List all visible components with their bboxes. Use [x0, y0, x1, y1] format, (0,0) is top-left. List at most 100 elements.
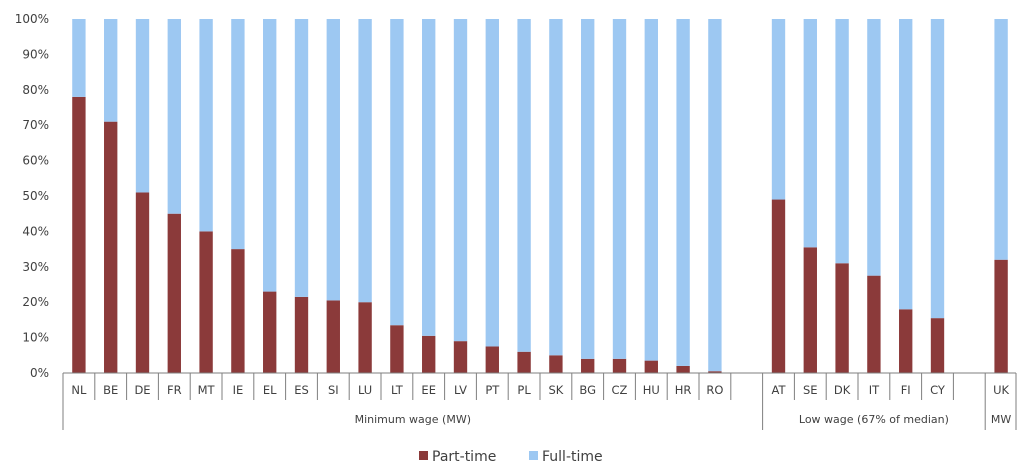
x-tick-label: AT — [772, 383, 787, 397]
x-tick-label: NL — [71, 383, 87, 397]
x-tick-label: SE — [803, 383, 818, 397]
bar-full-time-pl — [517, 19, 531, 352]
legend-label-part-time: Part-time — [432, 449, 496, 465]
bar-full-time-sk — [549, 19, 563, 356]
x-tick-label: HU — [643, 383, 660, 397]
x-tick-label: LU — [358, 383, 372, 397]
bar-part-time-pt — [485, 346, 499, 373]
bar-part-time-cy — [930, 318, 945, 373]
bar-full-time-cy — [930, 19, 945, 319]
group-label: Minimum wage (MW) — [355, 413, 471, 426]
bar-part-time-si — [326, 300, 340, 373]
bar-full-time-de — [135, 19, 150, 193]
bar-part-time-nl — [72, 96, 86, 373]
y-axis: 0% 10% 20% 30% 40% 50% 60% 70% 80% 90% 100% — [15, 12, 49, 380]
bar-part-time-dk — [835, 263, 849, 373]
legend-swatch-part-time — [419, 451, 428, 460]
x-tick-label: EE — [421, 383, 436, 397]
bar-part-time-hr — [676, 365, 690, 373]
x-tick-label: LT — [391, 383, 404, 397]
bar-part-time-mt — [199, 231, 213, 373]
bar-part-time-fr — [167, 213, 181, 373]
y-tick-label: 30% — [22, 260, 49, 274]
group-label: MW — [991, 413, 1011, 426]
bar-full-time-ro — [708, 19, 722, 372]
x-tick-label: HR — [675, 383, 692, 397]
y-tick-label: 50% — [22, 189, 49, 203]
bar-full-time-mt — [199, 19, 213, 232]
y-tick-label: 0% — [30, 366, 49, 380]
bar-full-time-hr — [676, 19, 690, 366]
bar-full-time-lv — [453, 19, 468, 342]
bar-full-time-fr — [167, 19, 181, 214]
x-tick-label: FI — [901, 383, 911, 397]
bar-full-time-be — [104, 19, 118, 122]
x-tick-label: CZ — [612, 383, 628, 397]
bar-part-time-cz — [612, 358, 627, 373]
bar-part-time-bg — [581, 358, 595, 373]
x-tick-label: IE — [233, 383, 244, 397]
x-tick-label: PT — [485, 383, 500, 397]
group-label: Low wage (67% of median) — [799, 413, 949, 426]
bar-part-time-el — [263, 291, 277, 373]
bar-full-time-bg — [581, 19, 595, 359]
y-tick-label: 80% — [22, 83, 49, 97]
x-tick-label: DE — [134, 383, 150, 397]
x-tick-label: BG — [579, 383, 596, 397]
legend-label-full-time: Full-time — [542, 449, 603, 465]
bar-part-time-lt — [390, 325, 404, 373]
bar-part-time-de — [135, 192, 150, 373]
bar-part-time-fi — [899, 309, 913, 373]
bar-full-time-ee — [422, 19, 436, 336]
x-tick-label: ES — [294, 383, 309, 397]
x-tick-label: FR — [167, 383, 182, 397]
bar-full-time-lt — [390, 19, 404, 326]
bar-full-time-dk — [835, 19, 849, 264]
x-tick-label: LV — [454, 383, 467, 397]
bar-full-time-at — [771, 19, 786, 200]
x-tick-label: RO — [706, 383, 723, 397]
bar-full-time-hu — [644, 19, 658, 361]
bar-full-time-se — [803, 19, 817, 248]
x-tick-label: BE — [103, 383, 118, 397]
x-tick-label: SK — [548, 383, 563, 397]
bar-part-time-lu — [358, 302, 372, 373]
bar-part-time-es — [294, 296, 309, 373]
legend: Part-time Full-time — [419, 449, 603, 465]
bars-layer — [72, 19, 1008, 373]
bar-full-time-fi — [899, 19, 913, 310]
y-tick-label: 60% — [22, 154, 49, 168]
bar-full-time-cz — [612, 19, 627, 359]
y-tick-label: 90% — [22, 47, 49, 61]
y-tick-label: 100% — [15, 12, 49, 26]
x-axis: NL BE DE FR MT IE EL ES SI LU LT EE LV PT PL SK BG CZ HU HR… — [62, 372, 1017, 430]
x-tick-label: CY — [930, 383, 946, 397]
bar-full-time-nl — [72, 19, 86, 97]
bar-part-time-pl — [517, 351, 531, 373]
bar-part-time-be — [104, 121, 118, 373]
x-tick-label: IT — [869, 383, 880, 397]
y-tick-label: 70% — [22, 118, 49, 132]
bar-full-time-uk — [994, 19, 1008, 260]
x-tick-label: UK — [993, 383, 1009, 397]
x-tick-label: MT — [198, 383, 216, 397]
y-tick-label: 40% — [22, 224, 49, 238]
bar-full-time-es — [294, 19, 309, 297]
bar-part-time-it — [867, 275, 881, 373]
bar-full-time-it — [867, 19, 881, 276]
x-tick-label: EL — [263, 383, 277, 397]
bar-part-time-ro — [708, 371, 722, 373]
bar-part-time-uk — [994, 259, 1008, 373]
bar-part-time-sk — [549, 355, 563, 373]
y-tick-label: 20% — [22, 295, 49, 309]
bar-part-time-ie — [231, 249, 245, 373]
x-tick-label: PL — [517, 383, 531, 397]
bar-full-time-ie — [231, 19, 245, 250]
y-tick-label: 10% — [22, 331, 49, 345]
bar-full-time-si — [326, 19, 340, 301]
bar-part-time-at — [771, 199, 786, 373]
bar-part-time-lv — [453, 341, 468, 373]
x-tick-label: SI — [328, 383, 339, 397]
legend-swatch-full-time — [529, 451, 538, 460]
